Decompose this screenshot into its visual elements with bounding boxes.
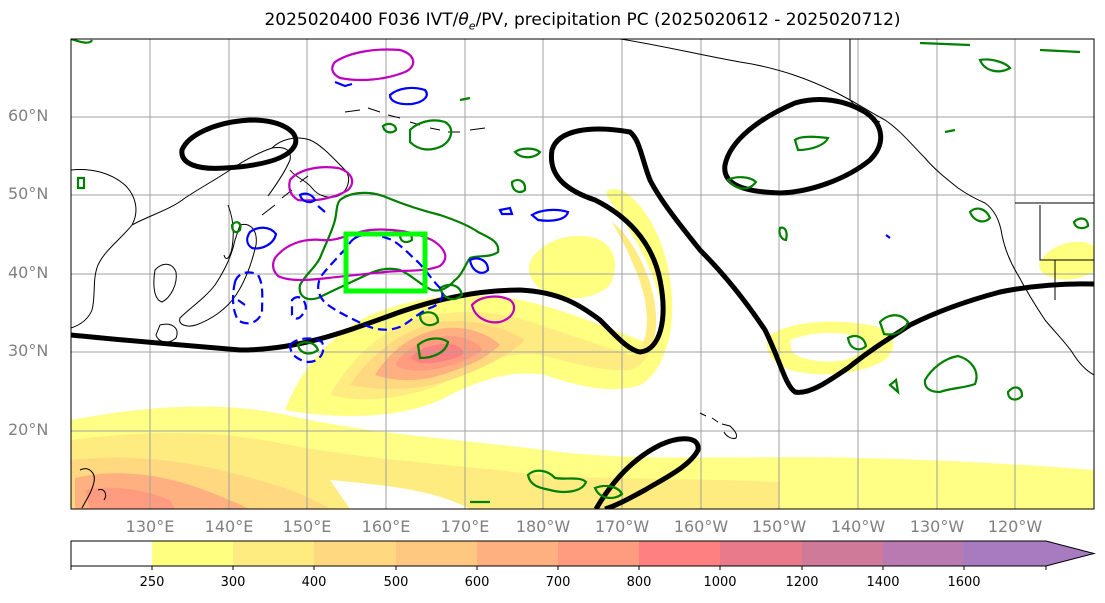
lon-label: 170°E bbox=[440, 517, 490, 536]
colorbar-seg-6 bbox=[558, 541, 639, 566]
magenta-contours bbox=[271, 48, 516, 324]
target-box bbox=[343, 231, 428, 294]
lat-label: 20°N bbox=[8, 420, 49, 439]
map-area bbox=[71, 39, 1094, 509]
lon-label: 160°W bbox=[673, 517, 729, 536]
blue-contours bbox=[246, 80, 891, 274]
lon-label: 150°W bbox=[751, 517, 807, 536]
colorbar-seg-7 bbox=[639, 541, 720, 566]
lon-label: 160°E bbox=[361, 517, 411, 536]
colorbar-seg-11 bbox=[964, 541, 1094, 566]
colorbar-seg-8 bbox=[720, 541, 802, 566]
colorbar-seg-2 bbox=[233, 541, 314, 566]
colorbar-ticks bbox=[70, 566, 1047, 570]
colorbar-seg-4 bbox=[396, 541, 477, 566]
lat-label: 40°N bbox=[8, 263, 49, 282]
colorbar-label: 300 bbox=[220, 575, 246, 590]
colorbar-seg-10 bbox=[883, 541, 964, 566]
colorbar-outline bbox=[70, 540, 1096, 567]
map-title: 2025020400 F036 IVT/θe/PV, precipitation… bbox=[264, 10, 901, 33]
lat-label: 60°N bbox=[8, 106, 49, 125]
colorbar-label: 800 bbox=[626, 575, 652, 590]
colorbar-label: 1600 bbox=[947, 575, 981, 590]
colorbar-label: 700 bbox=[545, 575, 571, 590]
green-contours bbox=[71, 39, 1090, 504]
lon-label: 120°W bbox=[987, 517, 1043, 536]
blue-dashed-contours bbox=[231, 233, 444, 364]
colorbar-seg-5 bbox=[477, 541, 558, 566]
lon-label: 170°W bbox=[594, 517, 650, 536]
colorbar-seg-0 bbox=[71, 541, 152, 566]
lon-label: 180°W bbox=[515, 517, 571, 536]
map-frame bbox=[70, 38, 1095, 510]
colorbar-seg-3 bbox=[314, 541, 396, 566]
lon-label: 150°E bbox=[282, 517, 332, 536]
colorbar-label: 1400 bbox=[866, 575, 900, 590]
lon-label: 130°E bbox=[125, 517, 175, 536]
colorbar-label: 400 bbox=[301, 575, 327, 590]
colorbar-seg-1 bbox=[152, 541, 233, 566]
lat-label: 30°N bbox=[8, 341, 49, 360]
colorbar-label: 1000 bbox=[703, 575, 737, 590]
colorbar-seg-9 bbox=[802, 541, 883, 566]
colorbar-label: 600 bbox=[464, 575, 490, 590]
lat-label: 50°N bbox=[8, 184, 49, 203]
colorbar-label: 1200 bbox=[785, 575, 819, 590]
lon-label: 130°W bbox=[909, 517, 965, 536]
ivt-shading bbox=[71, 189, 1094, 509]
pv-contour bbox=[71, 97, 1094, 509]
lon-label: 140°E bbox=[204, 517, 254, 536]
lon-label: 140°W bbox=[830, 517, 886, 536]
colorbar-label: 500 bbox=[383, 575, 409, 590]
colorbar bbox=[70, 540, 1096, 570]
colorbar-label: 250 bbox=[139, 575, 165, 590]
